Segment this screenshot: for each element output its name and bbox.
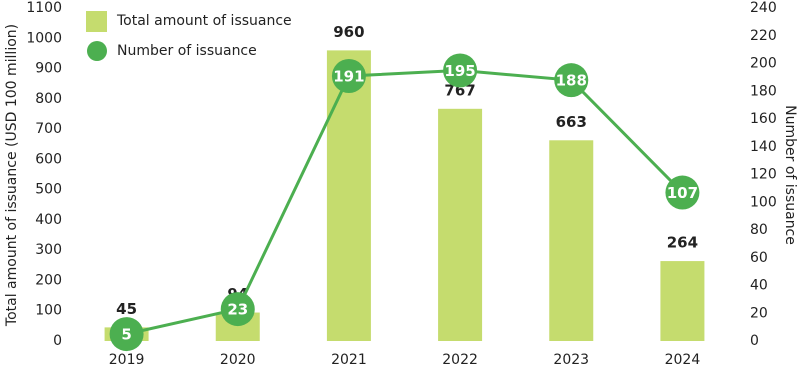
y-axis-title: Total amount of issuance (USD 100 millio… (4, 24, 20, 327)
y2-tick-label: 40 (750, 278, 768, 294)
y-tick-label: 100 (35, 303, 62, 319)
line (126, 68, 684, 336)
y-tick-label: 0 (53, 333, 62, 349)
x-tick-label: 2024 (665, 352, 701, 368)
y2-tick-label: 120 (750, 167, 777, 183)
point-label: 23 (227, 301, 248, 319)
y2-tick-label: 0 (750, 333, 759, 349)
y2-axis-title: Number of issuance (782, 105, 798, 245)
value-label: 45 (116, 300, 137, 318)
y2-tick-label: 220 (750, 28, 777, 44)
y-tick-label: 1000 (26, 30, 62, 46)
bar (549, 140, 594, 341)
marker (554, 63, 589, 98)
x-tick-label: 2020 (220, 352, 256, 368)
point-label: 195 (444, 62, 475, 80)
y2-tick-label: 200 (750, 56, 777, 72)
marker (109, 317, 144, 352)
y2-tick-label: 80 (750, 222, 768, 238)
bar (438, 108, 483, 341)
legend-swatch (87, 41, 107, 61)
point-label: 191 (333, 67, 364, 85)
marker (665, 175, 700, 210)
y2-tick-label: 60 (750, 250, 768, 266)
y-tick-label: 800 (35, 91, 62, 107)
y2-tick-label: 160 (750, 111, 777, 127)
y-tick-label: 600 (35, 151, 62, 167)
legend-label: Number of issuance (117, 43, 257, 59)
value-label: 264 (667, 234, 698, 252)
legend-label: Total amount of issuance (116, 13, 292, 29)
y-tick-label: 200 (35, 272, 62, 288)
y2-tick-label: 20 (750, 305, 768, 321)
y-tick-label: 300 (35, 242, 62, 258)
value-label: 960 (333, 23, 364, 41)
marker (443, 53, 478, 88)
x-tick-label: 2023 (553, 352, 589, 368)
point-label: 5 (121, 326, 131, 344)
x-tick-label: 2021 (331, 352, 367, 368)
y-tick-label: 900 (35, 61, 62, 77)
x-tick-label: 2019 (109, 352, 145, 368)
y2-tick-label: 240 (750, 0, 777, 16)
value-label: 767 (444, 81, 475, 99)
y2-tick-label: 140 (750, 139, 777, 155)
marker (220, 292, 255, 327)
bar (660, 261, 705, 341)
y-tick-label: 400 (35, 212, 62, 228)
legend-swatch (86, 11, 107, 32)
y-tick-label: 700 (35, 121, 62, 137)
marker (331, 58, 366, 93)
y-tick-label: 1100 (26, 0, 62, 16)
bar (326, 50, 371, 342)
value-label: 663 (556, 113, 587, 131)
y-tick-label: 500 (35, 182, 62, 198)
x-tick-label: 2022 (442, 352, 478, 368)
y2-tick-label: 180 (750, 83, 777, 99)
point-label: 188 (556, 72, 587, 90)
point-label: 107 (667, 184, 698, 202)
y2-tick-label: 100 (750, 194, 777, 210)
